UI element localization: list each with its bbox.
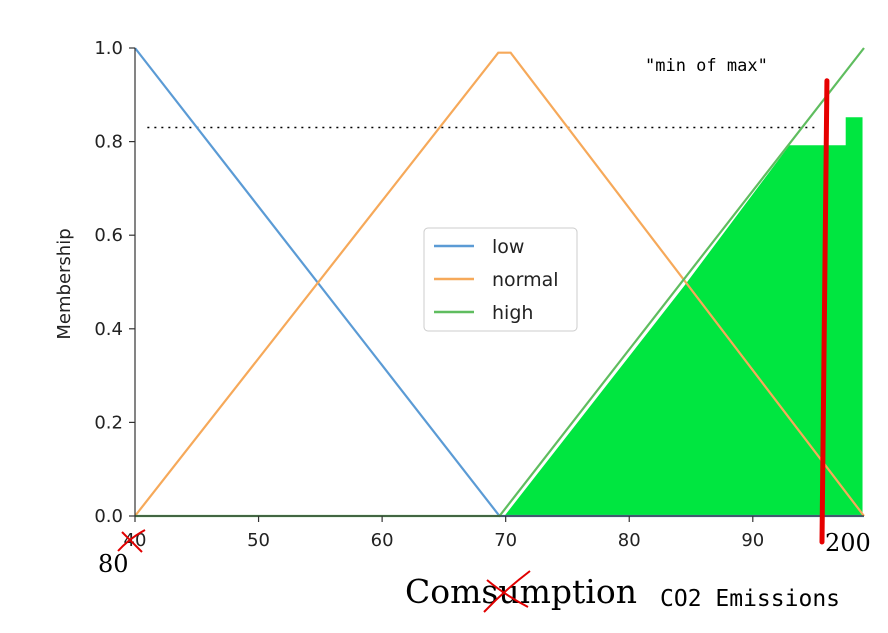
min-of-max-marker-line xyxy=(819,78,830,545)
y-axis-title: Membership xyxy=(54,228,75,339)
y-tick-label: 1.0 xyxy=(94,38,123,59)
y-tick-label: 0.2 xyxy=(94,412,123,433)
y-tick-label: 0.0 xyxy=(94,506,123,527)
x-tick-label: 80 xyxy=(618,530,641,551)
x-tick-label: 70 xyxy=(494,530,517,551)
x-end-replacement-label: 200 xyxy=(825,529,871,557)
legend: low normal high xyxy=(423,227,578,332)
legend-box xyxy=(423,227,578,332)
x-tick-label: 50 xyxy=(247,530,270,551)
y-tick-label: 0.4 xyxy=(94,319,123,340)
x-tick-label: 60 xyxy=(371,530,394,551)
series-line-normal xyxy=(134,51,865,517)
legend-label-low: low xyxy=(492,236,524,258)
legend-label-normal: normal xyxy=(492,269,559,291)
strike-40-mark xyxy=(117,529,146,553)
strike-sum-mark xyxy=(483,570,531,613)
axes: 0.0 0.2 0.4 0.6 0.8 1.0 40 50 60 70 80 90 Membership xyxy=(54,38,864,551)
aggregated-fill-region xyxy=(503,117,863,517)
x-tick-label: 90 xyxy=(741,530,764,551)
legend-label-high: high xyxy=(492,302,533,324)
x-tick-label: 40 xyxy=(124,530,147,551)
y-tick-label: 0.6 xyxy=(94,225,123,246)
x-start-replacement-label: 80 xyxy=(98,550,129,578)
x-axis-replacement-label: CO2 Emissions xyxy=(660,586,840,612)
annotations: "min of max" 80 200 Comsumption CO2 Emis… xyxy=(98,56,871,613)
y-tick-label: 0.8 xyxy=(94,132,123,153)
min-of-max-annotation: "min of max" xyxy=(645,56,768,76)
